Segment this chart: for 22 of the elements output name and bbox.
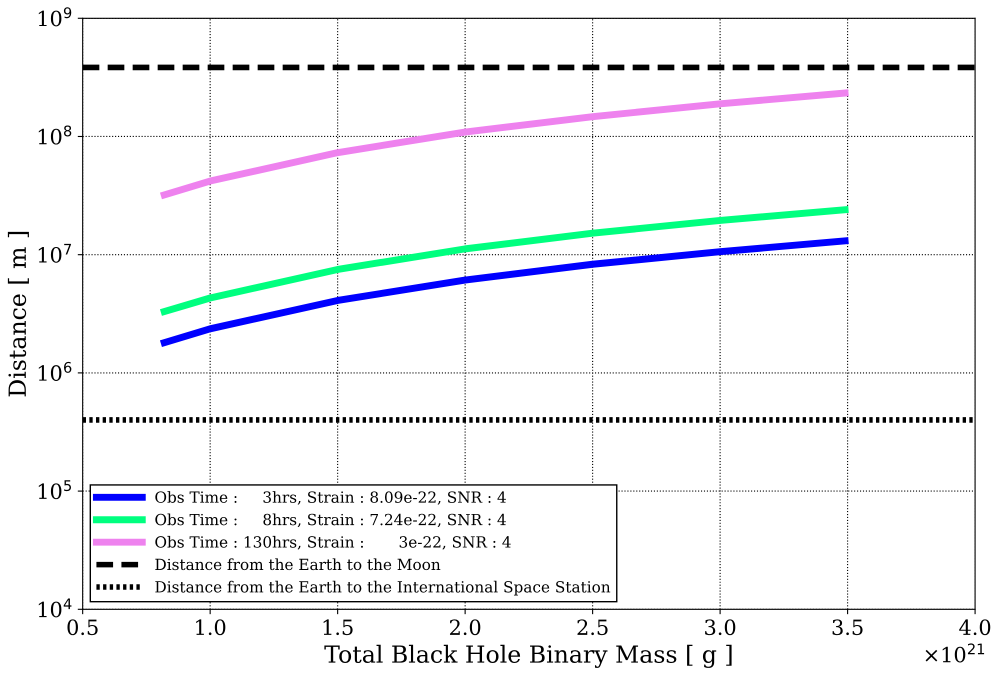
y-tick-label: 10$^{5}$ [38,480,71,500]
x-tick-label: 2.0 [450,619,480,636]
x-tick-label: 0.5 [67,619,98,636]
x-tick-label: 1.5 [324,619,353,636]
legend-label: Obs Time : 8hrs, Strain : 7.24e-22, SNR : 4 [155,513,506,528]
legend-label: Obs Time : 130hrs, Strain : 3e-22, SNR : 4 [155,536,511,550]
legend-label: Obs Time : 3hrs, Strain : 8.09e-22, SNR : 4 [155,491,506,505]
y-tick-label: 10$^{9}$ [38,7,72,26]
x-tick-label: 3.0 [705,619,736,636]
y-tick-label: 10$^{4}$ [38,598,72,618]
legend-label: Distance from the Earth to the International Space Station [155,580,610,596]
y-axis-title: Distance [ m ] [8,232,29,396]
x-axis-title: Total Black Hole Binary Mass [ g ] [324,644,732,668]
legend-label: Distance from the Earth to the Moon [155,558,440,570]
x-tick-label: 4.0 [959,619,990,636]
text: ×10$^{21}$ [926,643,984,662]
x-tick-label: 2.5 [577,619,608,636]
x-tick-label: 3.5 [832,619,863,636]
y-tick-label: 10$^{8}$ [38,125,72,145]
x-tick-label: 1.0 [196,619,226,636]
y-tick-label: 10$^{7}$ [38,244,72,263]
y-tick-label: 10$^{6}$ [38,362,72,381]
